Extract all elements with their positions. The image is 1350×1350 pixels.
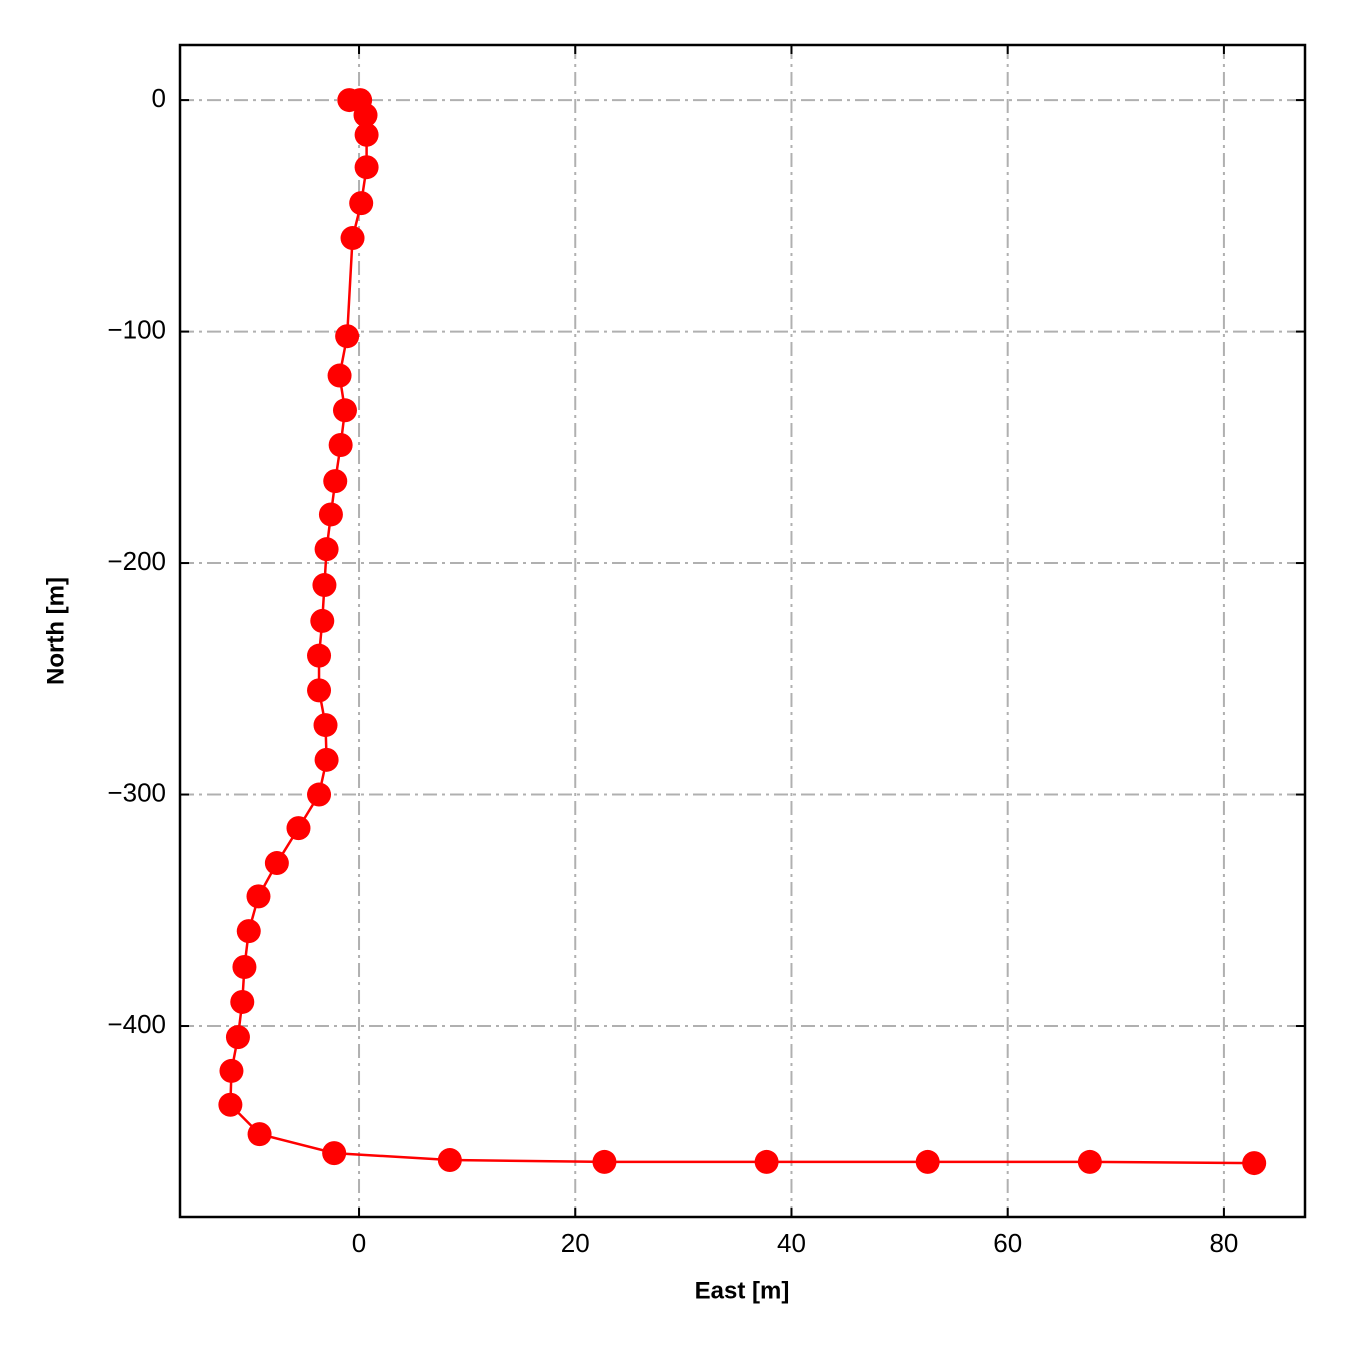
marker bbox=[340, 226, 365, 251]
marker bbox=[915, 1149, 940, 1174]
marker bbox=[219, 1058, 244, 1083]
marker bbox=[332, 398, 357, 423]
marker bbox=[354, 155, 379, 180]
marker bbox=[225, 1025, 250, 1050]
marker bbox=[236, 919, 261, 944]
marker bbox=[307, 782, 332, 807]
marker bbox=[313, 713, 338, 738]
marker bbox=[322, 1141, 347, 1166]
marker bbox=[353, 103, 378, 128]
y-tick-label: −300 bbox=[107, 777, 166, 807]
marker bbox=[592, 1149, 617, 1174]
x-tick-label: 80 bbox=[1209, 1228, 1238, 1258]
marker bbox=[323, 469, 348, 494]
marker bbox=[310, 608, 335, 633]
marker bbox=[232, 954, 257, 979]
marker bbox=[286, 816, 311, 841]
marker bbox=[318, 502, 343, 527]
x-tick-label: 0 bbox=[352, 1228, 366, 1258]
x-tick-label: 20 bbox=[561, 1228, 590, 1258]
y-tick-label: 0 bbox=[152, 83, 166, 113]
y-axis-label: North [m] bbox=[42, 577, 69, 685]
marker bbox=[230, 989, 255, 1014]
marker bbox=[328, 433, 353, 458]
marker bbox=[307, 643, 332, 668]
marker bbox=[218, 1092, 243, 1117]
marker bbox=[349, 191, 374, 216]
marker bbox=[437, 1148, 462, 1173]
y-tick-label: −400 bbox=[107, 1009, 166, 1039]
marker bbox=[264, 851, 289, 876]
marker bbox=[1077, 1149, 1102, 1174]
x-tick-label: 60 bbox=[993, 1228, 1022, 1258]
x-tick-label: 40 bbox=[777, 1228, 806, 1258]
y-tick-label: −200 bbox=[107, 546, 166, 576]
y-tick-label: −100 bbox=[107, 314, 166, 344]
marker bbox=[327, 363, 352, 388]
marker bbox=[247, 1122, 272, 1147]
marker bbox=[314, 537, 339, 562]
marker bbox=[246, 884, 271, 909]
marker bbox=[312, 573, 337, 598]
plot-frame bbox=[178, 43, 1307, 1219]
marker bbox=[314, 747, 339, 772]
x-axis-label: East [m] bbox=[695, 1277, 790, 1304]
marker bbox=[754, 1149, 779, 1174]
marker bbox=[307, 678, 332, 703]
marker bbox=[354, 122, 379, 147]
line bbox=[229, 98, 1255, 1165]
marker bbox=[335, 324, 360, 349]
marker bbox=[1242, 1151, 1267, 1176]
